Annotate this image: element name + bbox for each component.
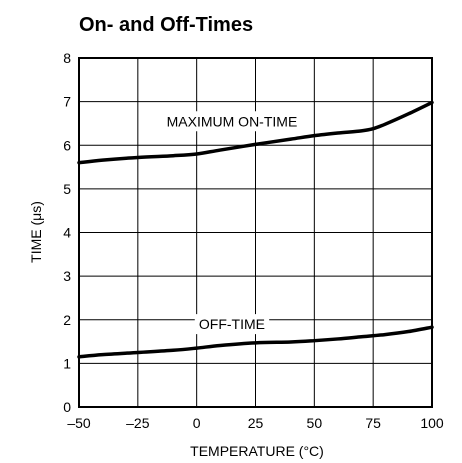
x-tick-label: 0 xyxy=(193,415,201,431)
series-layer xyxy=(77,100,434,359)
chart-title: On- and Off-Times xyxy=(79,14,253,36)
plot-frame xyxy=(78,57,433,408)
y-tick-label: 2 xyxy=(63,312,71,328)
y-tick-label: 5 xyxy=(63,181,71,197)
x-tick-label: –50 xyxy=(67,415,91,431)
y-tick-label: 4 xyxy=(63,225,71,241)
x-tick-label: 50 xyxy=(307,415,323,431)
y-tick-label: 6 xyxy=(63,137,71,153)
series-label-off-time: OFF-TIME xyxy=(199,316,265,332)
series-annotations: MAXIMUM ON-TIME OFF-TIME xyxy=(165,111,299,335)
x-tick-labels: –50 –25 0 25 50 75 100 xyxy=(67,415,444,431)
y-tick-labels: 0 1 2 3 4 5 6 7 8 xyxy=(63,50,71,415)
x-axis-label: TEMPERATURE (°C) xyxy=(190,443,324,459)
grid xyxy=(78,57,433,408)
x-tick-label: 25 xyxy=(248,415,264,431)
y-tick-label: 7 xyxy=(63,94,71,110)
series-label-background xyxy=(165,111,299,132)
y-tick-label: 0 xyxy=(63,399,71,415)
x-tick-label: 75 xyxy=(365,415,381,431)
y-tick-label: 3 xyxy=(63,268,71,284)
y-tick-label: 8 xyxy=(63,50,71,66)
x-tick-label: 100 xyxy=(420,415,444,431)
x-tick-label: –25 xyxy=(126,415,150,431)
y-tick-label: 1 xyxy=(63,355,71,371)
series-line-max-on-time xyxy=(77,100,434,165)
series-line-off-time xyxy=(77,325,434,359)
series-label-background xyxy=(194,314,270,335)
series-label-max-on-time: MAXIMUM ON-TIME xyxy=(167,113,298,129)
y-axis-label: TIME (μs) xyxy=(28,201,44,263)
